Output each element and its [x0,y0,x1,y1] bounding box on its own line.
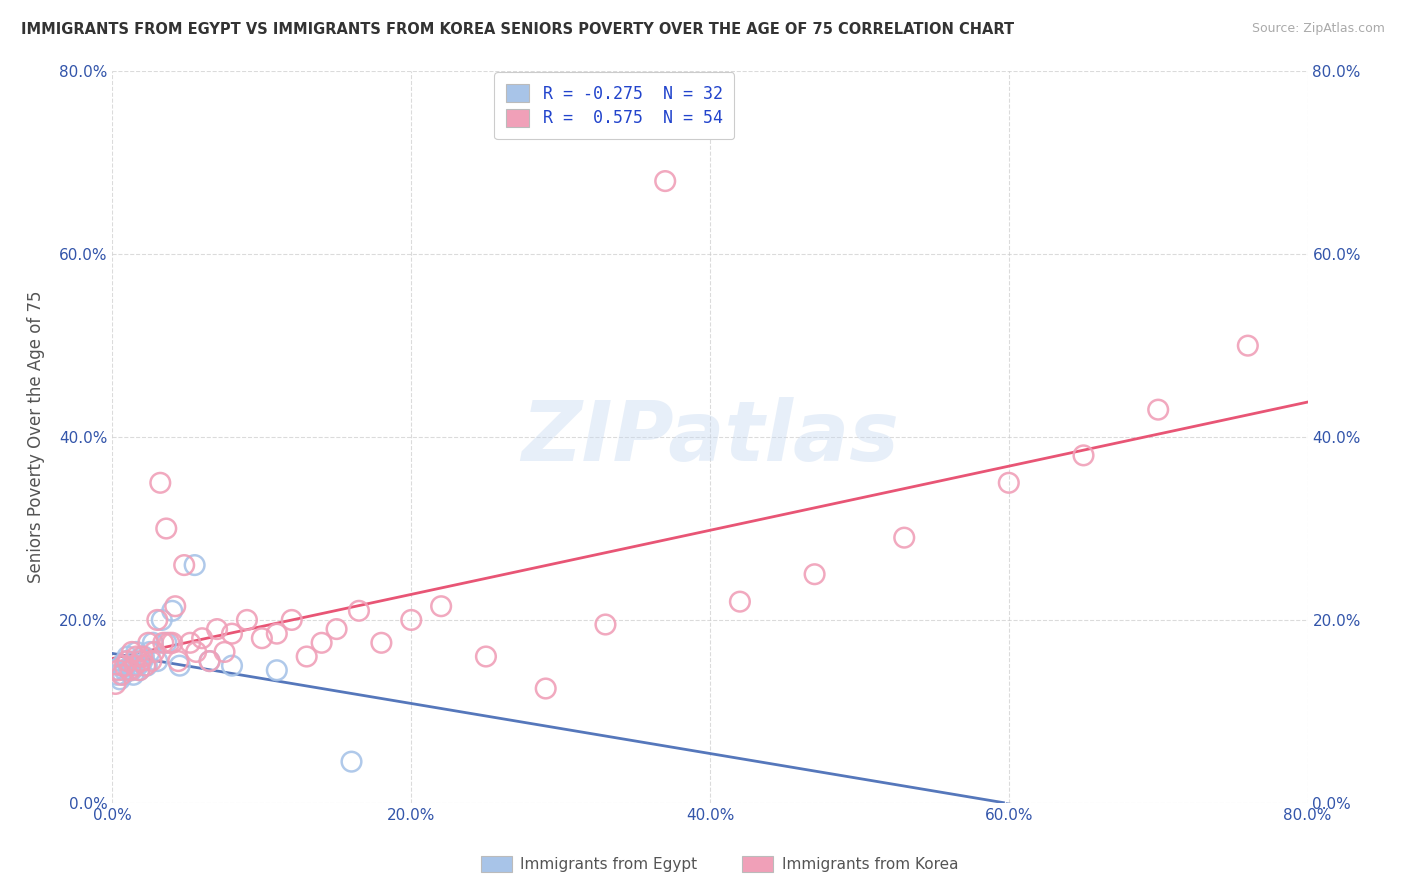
Point [370,636,392,650]
Point [281,613,304,627]
Point [124,658,146,673]
Point [347,604,370,618]
Point [162,636,183,650]
Point [803,567,825,582]
Text: IMMIGRANTS FROM EGYPT VS IMMIGRANTS FROM KOREA SENIORS POVERTY OVER THE AGE OF 7: IMMIGRANTS FROM EGYPT VS IMMIGRANTS FROM… [21,22,1014,37]
Point [191,632,214,646]
Point [221,626,243,640]
Text: Immigrants from Korea: Immigrants from Korea [782,857,959,871]
Point [198,654,221,668]
Point [104,677,127,691]
Point [117,649,139,664]
Point [142,636,165,650]
Point [325,622,347,636]
Point [124,654,146,668]
Point [129,654,152,668]
Point [654,174,676,188]
Point [266,663,288,677]
Point [162,604,183,618]
Point [134,658,156,673]
Point [111,667,134,681]
Point [108,673,131,687]
Point [595,617,617,632]
Point [110,658,132,673]
Point [1073,448,1095,462]
Point [125,645,148,659]
Point [105,667,128,681]
Point [134,658,156,673]
Point [149,475,172,490]
Point [103,663,125,677]
Point [1237,338,1260,352]
Point [179,636,201,650]
Point [107,663,129,677]
Point [475,649,498,664]
Point [120,658,142,673]
Point [115,654,138,668]
Point [893,531,915,545]
Point [250,632,273,646]
Point [1147,402,1170,417]
Point [118,663,141,677]
Point [122,667,145,681]
Point [183,558,205,573]
Point [127,658,149,673]
Point [125,649,148,664]
Point [141,654,163,668]
Point [266,626,288,640]
Point [430,599,453,614]
Point [139,645,162,659]
Point [131,654,153,668]
Point [157,636,180,650]
Point [146,613,169,627]
Point [169,658,191,673]
Point [120,663,142,677]
Point [728,594,751,608]
Point [150,613,173,627]
Point [114,663,135,677]
Point [146,654,169,668]
Point [155,521,177,535]
Point [205,622,228,636]
Point [167,654,190,668]
Point [155,636,177,650]
Point [143,645,166,659]
Point [186,645,208,659]
Point [165,599,187,614]
Point [311,636,333,650]
Point [110,667,132,681]
Text: Immigrants from Egypt: Immigrants from Egypt [520,857,697,871]
Point [214,645,236,659]
Text: Source: ZipAtlas.com: Source: ZipAtlas.com [1251,22,1385,36]
Point [128,663,150,677]
Point [121,645,143,659]
Point [998,475,1021,490]
Point [128,663,150,677]
Point [117,654,139,668]
Point [152,636,174,650]
Point [295,649,318,664]
Point [534,681,557,696]
Point [121,663,143,677]
Point [135,658,157,673]
Point [340,755,363,769]
Y-axis label: Seniors Poverty Over the Age of 75: Seniors Poverty Over the Age of 75 [27,291,45,583]
Point [132,649,155,664]
Point [138,636,160,650]
Point [221,658,243,673]
Point [114,658,135,673]
Point [131,649,153,664]
Point [236,613,259,627]
Text: ZIPatlas: ZIPatlas [522,397,898,477]
Point [198,654,221,668]
Point [173,558,195,573]
Point [401,613,423,627]
Legend: R = -0.275  N = 32, R =  0.575  N = 54: R = -0.275 N = 32, R = 0.575 N = 54 [495,72,734,139]
